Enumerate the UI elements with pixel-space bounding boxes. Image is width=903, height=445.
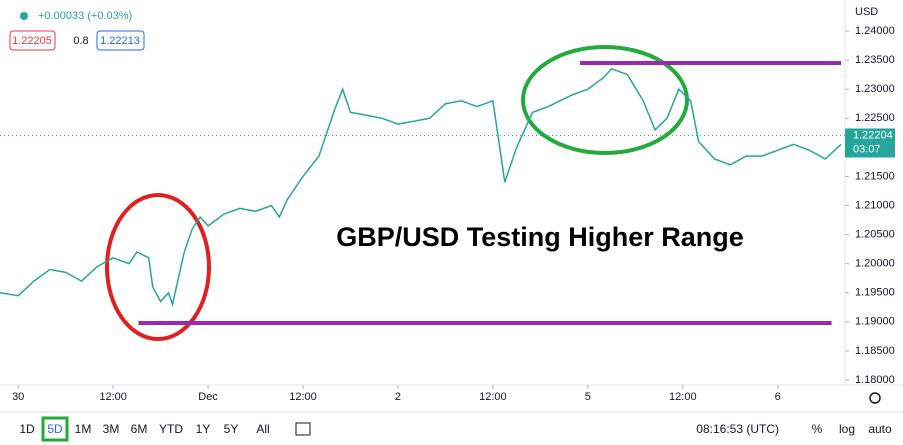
range-button[interactable]: YTD: [159, 422, 183, 436]
clock: 08:16:53 (UTC): [696, 422, 779, 436]
ask: 1.22213: [100, 35, 140, 47]
price-line: [0, 67, 842, 308]
x-tick-label: 2: [395, 391, 401, 403]
ask-box[interactable]: [96, 30, 145, 51]
x-tick-label: 12:00: [669, 391, 697, 403]
range-button[interactable]: 5D: [47, 422, 63, 436]
range-button[interactable]: 5Y: [224, 422, 239, 436]
active-range: [41, 416, 69, 442]
range-button[interactable]: 1Y: [196, 422, 211, 436]
auto-toggle[interactable]: auto: [868, 422, 892, 436]
range-button[interactable]: 1D: [19, 422, 35, 436]
range-button[interactable]: 3M: [103, 422, 120, 436]
y-tick-label: 1.18000: [855, 374, 895, 386]
price-change: +0.00033 (+0.03%): [38, 10, 132, 22]
countdown: 03:07: [853, 143, 881, 155]
y-tick-label: 1.23000: [855, 83, 895, 95]
settings-icon[interactable]: [869, 392, 881, 404]
range-button[interactable]: All: [256, 422, 269, 436]
y-tick-label: 1.21500: [855, 170, 895, 182]
x-tick-label: 12:00: [289, 391, 317, 403]
highlight-ellipse: [105, 193, 211, 341]
range-button[interactable]: 6M: [131, 422, 148, 436]
y-tick-label: 1.23500: [855, 54, 895, 66]
y-tick-label: 1.20500: [855, 228, 895, 240]
last-price-label: 1.22204: [853, 129, 893, 141]
spread: 0.8: [73, 35, 88, 47]
y-tick-label: 1.19500: [855, 287, 895, 299]
log-toggle[interactable]: log: [839, 422, 855, 436]
percent-toggle[interactable]: %: [812, 422, 823, 436]
y-tick-label: 1.20000: [855, 258, 895, 270]
range-button[interactable]: 1M: [75, 422, 92, 436]
y-tick-label: 1.22500: [855, 112, 895, 124]
annotation: GBP/USD Testing Higher Range: [336, 222, 744, 252]
bid-box[interactable]: [9, 30, 56, 51]
x-tick-label: Dec: [198, 391, 218, 403]
y-tick-label: 1.18500: [855, 345, 895, 357]
currency[interactable]: USD: [855, 6, 878, 18]
status-dot: [20, 12, 28, 20]
x-tick-label: 30: [12, 391, 24, 403]
highlight-ellipse: [521, 45, 689, 155]
y-tick-label: 1.19000: [855, 316, 895, 328]
y-tick-label: 1.21000: [855, 199, 895, 211]
y-tick-label: 1.24000: [855, 25, 895, 37]
bid: 1.22205: [12, 35, 52, 47]
x-tick-label: 6: [775, 391, 781, 403]
compare-icon[interactable]: [295, 422, 311, 436]
last-price-box: [845, 128, 895, 158]
x-tick-label: 5: [585, 391, 591, 403]
x-tick-label: 12:00: [479, 391, 507, 403]
x-tick-label: 12:00: [99, 391, 127, 403]
